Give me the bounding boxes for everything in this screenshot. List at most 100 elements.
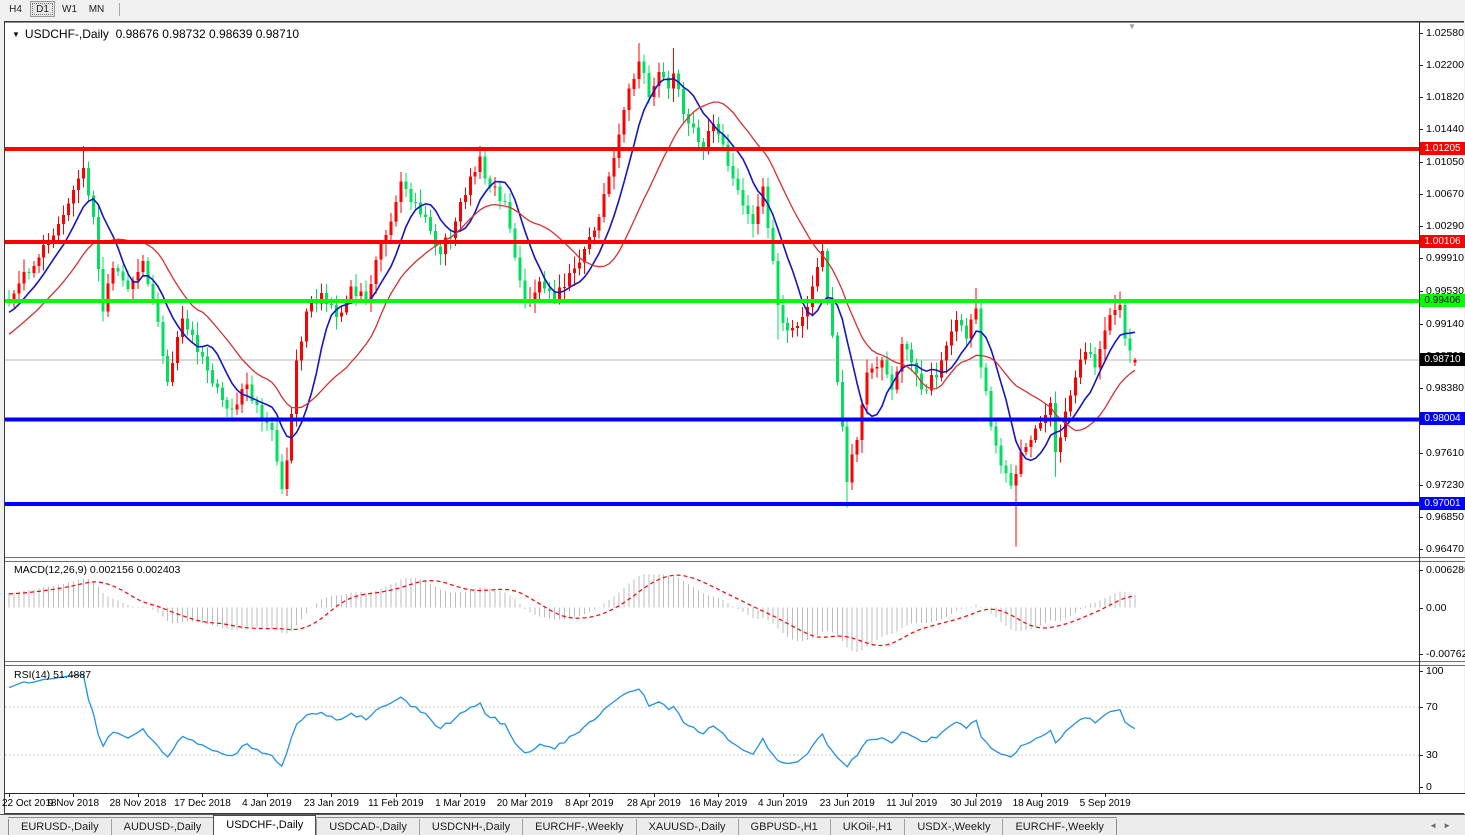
price-level-badge: 0.98004 xyxy=(1420,412,1465,426)
current-price-badge: 0.98710 xyxy=(1420,352,1465,366)
x-axis-tick-mark xyxy=(912,793,913,797)
tab-bar-tabs: EURUSD-,Daily AUDUSD-,Daily USDCHF-,Daily U… xyxy=(8,815,1117,835)
rsi-axis-tick-mark xyxy=(1419,707,1423,708)
y-axis-tick-mark xyxy=(1419,485,1423,486)
x-axis-tick-label: 9 Nov 2018 xyxy=(47,798,100,809)
y-axis-tick-label: 1.00290 xyxy=(1426,220,1464,233)
price-level-badge: 1.00106 xyxy=(1420,234,1465,248)
y-axis-tick-mark xyxy=(1419,129,1423,130)
chart-tab-usdcad-daily[interactable]: USDCAD-,Daily xyxy=(316,819,419,835)
y-axis-tick-mark xyxy=(1419,517,1423,518)
x-axis-tick-mark xyxy=(267,793,268,797)
rsi-indicator-label: RSI(14) 51.4887 xyxy=(14,669,92,681)
horizontal-level-line[interactable] xyxy=(5,299,1419,303)
x-axis-tick-label: 4 Jun 2019 xyxy=(758,798,808,809)
y-axis-tick-label: 0.98380 xyxy=(1426,381,1464,394)
y-axis-tick-mark xyxy=(1419,324,1423,325)
chart-tab-usdx-weekly[interactable]: USDX-,Weekly xyxy=(904,819,1002,835)
chart-tab-usdchf-daily[interactable]: USDCHF-,Daily xyxy=(213,815,317,835)
price-level-badge: 0.97001 xyxy=(1420,497,1465,511)
horizontal-level-line[interactable] xyxy=(5,502,1419,507)
y-axis-tick-label: 0.97610 xyxy=(1426,446,1464,459)
candles-layer xyxy=(7,43,1137,547)
tab-scroll-left-icon[interactable]: ◄ xyxy=(1429,820,1444,830)
y-axis-tick-mark xyxy=(1419,162,1423,163)
x-axis-tick-mark xyxy=(460,793,461,797)
x-axis-tick-mark xyxy=(589,793,590,797)
x-axis-tick-label: 17 Dec 2018 xyxy=(174,798,231,809)
date-axis xyxy=(5,793,1465,813)
chart-tab-audusd-daily[interactable]: AUDUSD-,Daily xyxy=(110,819,214,835)
x-axis-tick-label: 28 Nov 2018 xyxy=(109,798,167,809)
price-level-badge: 0.99406 xyxy=(1420,294,1465,308)
y-axis-tick-mark xyxy=(1419,226,1423,227)
x-axis-tick-label: 5 Sep 2019 xyxy=(1079,798,1131,809)
rsi-axis-tick-label: 0 xyxy=(1426,781,1432,793)
chart-tab-xauusd-daily[interactable]: XAUUSD-,Daily xyxy=(635,819,738,835)
timeframe-button-w1[interactable]: W1 xyxy=(57,1,82,17)
pane-splitter-macd[interactable] xyxy=(5,557,1465,562)
y-axis-tick-label: 1.02580 xyxy=(1426,27,1464,39)
horizontal-level-line[interactable] xyxy=(5,147,1419,152)
chart-title-row: ▼ USDCHF-,Daily 0.98676 0.98732 0.98639 0… xyxy=(12,27,299,41)
y-axis-tick-label: 1.01440 xyxy=(1426,123,1464,136)
ma-slow-line xyxy=(8,101,1136,432)
chart-shift-marker-icon[interactable]: ▼ xyxy=(1128,22,1136,31)
y-axis-tick-mark xyxy=(1419,97,1423,98)
chart-tab-ukoil-h1[interactable]: UKOil-,H1 xyxy=(829,819,905,835)
tab-scroll-arrows: ◄► xyxy=(1429,821,1457,830)
rsi-axis-tick-mark xyxy=(1419,671,1423,672)
rsi-axis-tick-label: 30 xyxy=(1426,749,1438,761)
macd-axis-tick-label: 0.006286 xyxy=(1426,563,1465,576)
pane-splitter-rsi[interactable] xyxy=(5,661,1465,666)
x-axis-tick-mark xyxy=(654,793,655,797)
x-axis-tick-mark xyxy=(1105,793,1106,797)
horizontal-level-line[interactable] xyxy=(5,239,1419,244)
macd-pane[interactable] xyxy=(5,562,1419,661)
chart-tab-gbpusd-h1[interactable]: GBPUSD-,H1 xyxy=(737,819,830,835)
rsi-line xyxy=(8,674,1136,768)
x-axis-tick-mark xyxy=(202,793,203,797)
y-axis-tick-mark xyxy=(1419,258,1423,259)
y-axis-tick-label: 0.96470 xyxy=(1426,543,1464,555)
price-level-badge: 1.01205 xyxy=(1420,142,1465,156)
price-axis-border xyxy=(1419,22,1420,793)
timeframe-button-d1[interactable]: D1 xyxy=(30,1,55,17)
y-axis-tick-label: 0.97230 xyxy=(1426,478,1464,491)
horizontal-level-line[interactable] xyxy=(5,417,1419,422)
tab-scroll-right-icon[interactable]: ► xyxy=(1443,820,1457,830)
chart-dropdown-arrow-icon[interactable]: ▼ xyxy=(12,30,20,39)
y-axis-tick-label: 1.02200 xyxy=(1426,59,1464,72)
macd-axis-tick-label: -0.00762 xyxy=(1426,647,1465,660)
y-axis-tick-mark xyxy=(1419,65,1423,66)
y-axis-tick-mark xyxy=(1419,388,1423,389)
rsi-axis-tick-label: 100 xyxy=(1426,665,1444,677)
x-axis-tick-mark xyxy=(718,793,719,797)
chart-tab-usdcnh-daily[interactable]: USDCNH-,Daily xyxy=(418,819,522,835)
macd-histogram xyxy=(8,573,1136,653)
rsi-axis-tick-label: 70 xyxy=(1426,701,1438,713)
rsi-pane[interactable] xyxy=(5,666,1419,793)
chart-quote-ohlc: 0.98676 0.98732 0.98639 0.98710 xyxy=(115,27,300,41)
timeframe-toolbar: H4 D1 W1 MN xyxy=(0,0,1465,18)
tab-bar: EURUSD-,Daily AUDUSD-,Daily USDCHF-,Daily U… xyxy=(0,814,1465,835)
y-axis-tick-mark xyxy=(1419,194,1423,195)
x-axis-tick-mark xyxy=(73,793,74,797)
chart-tab-eurchf-weekly[interactable]: EURCHF-,Weekly xyxy=(1002,819,1117,835)
macd-axis-tick-mark xyxy=(1419,654,1423,655)
timeframe-button-h4[interactable]: H4 xyxy=(3,1,28,17)
y-axis-tick-label: 1.01820 xyxy=(1426,91,1464,104)
timeframe-button-mn[interactable]: MN xyxy=(84,1,109,17)
chart-title: USDCHF-,Daily xyxy=(24,27,109,41)
x-axis-tick-label: 28 Apr 2019 xyxy=(626,798,681,809)
price-pane[interactable] xyxy=(5,23,1419,557)
x-axis-tick-mark xyxy=(396,793,397,797)
x-axis-tick-label: 23 Jan 2019 xyxy=(303,798,359,809)
x-axis-tick-label: 11 Jul 2019 xyxy=(886,798,938,809)
x-axis-tick-label: 18 Aug 2019 xyxy=(1012,798,1069,809)
y-axis-tick-label: 0.99140 xyxy=(1426,317,1464,330)
chart-tab-eurchf-weekly[interactable]: EURCHF-,Weekly xyxy=(522,819,635,835)
macd-indicator-label: MACD(12,26,9) 0.002156 0.002403 xyxy=(14,564,181,576)
chart-tab-eurusd-daily[interactable]: EURUSD-,Daily xyxy=(8,819,111,835)
x-axis-tick-mark xyxy=(9,793,10,797)
